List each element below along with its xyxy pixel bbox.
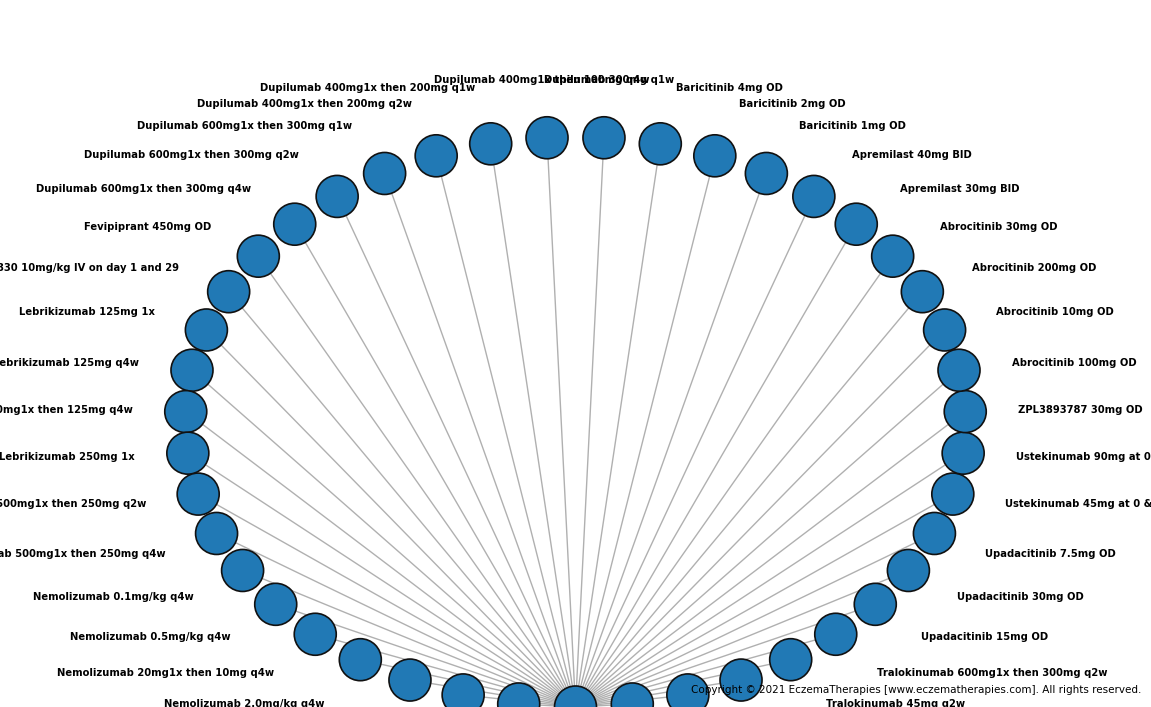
Text: Upadacitinib 30mg OD: Upadacitinib 30mg OD [956, 592, 1083, 602]
Text: Ustekinumab 45mg at 0 & 4wk: Ustekinumab 45mg at 0 & 4wk [1005, 499, 1151, 509]
Text: Baricitinib 1mg OD: Baricitinib 1mg OD [799, 122, 906, 132]
Circle shape [555, 686, 596, 707]
Text: Baricitinib 2mg OD: Baricitinib 2mg OD [739, 99, 846, 109]
Circle shape [165, 390, 207, 433]
Circle shape [317, 175, 358, 218]
Circle shape [746, 153, 787, 194]
Text: Dupilumab 600mg1x then 300mg q4w: Dupilumab 600mg1x then 300mg q4w [37, 184, 251, 194]
Circle shape [770, 638, 811, 681]
Circle shape [721, 659, 762, 701]
Text: Nemolizumab 2.0mg/kg q4w: Nemolizumab 2.0mg/kg q4w [165, 699, 325, 707]
Text: Abrocitinib 100mg OD: Abrocitinib 100mg OD [1012, 358, 1136, 368]
Circle shape [254, 583, 297, 625]
Text: Nemolizumab 20mg1x then 10mg q4w: Nemolizumab 20mg1x then 10mg q4w [58, 667, 274, 678]
Circle shape [237, 235, 280, 277]
Text: Lebrikizumab 125mg 1x: Lebrikizumab 125mg 1x [18, 307, 155, 317]
Text: Dupilumab 600mg1x then 300mg q2w: Dupilumab 600mg1x then 300mg q2w [84, 150, 298, 160]
Circle shape [932, 473, 974, 515]
Text: Lebrikizumab 250mg 1x: Lebrikizumab 250mg 1x [0, 452, 135, 462]
Circle shape [793, 175, 834, 218]
Text: Dupilumab 400mg1x then 200mg q2w: Dupilumab 400mg1x then 200mg q2w [197, 99, 412, 109]
Circle shape [923, 309, 966, 351]
Circle shape [171, 349, 213, 391]
Circle shape [470, 123, 512, 165]
Circle shape [639, 123, 681, 165]
Circle shape [871, 235, 914, 277]
Text: Apremilast 40mg BID: Apremilast 40mg BID [853, 150, 973, 160]
Circle shape [295, 613, 336, 655]
Text: Upadacitinib 15mg OD: Upadacitinib 15mg OD [921, 632, 1047, 642]
Text: Lebrikizumab 250mg1x then 125mg q4w: Lebrikizumab 250mg1x then 125mg q4w [0, 405, 132, 415]
Circle shape [177, 473, 219, 515]
Circle shape [196, 513, 237, 554]
Text: Fevipiprant 450mg OD: Fevipiprant 450mg OD [84, 221, 212, 232]
Text: Upadacitinib 7.5mg OD: Upadacitinib 7.5mg OD [985, 549, 1115, 559]
Text: Dupilumab 400mg1x then 200mg q1w: Dupilumab 400mg1x then 200mg q1w [260, 83, 475, 93]
Circle shape [497, 683, 540, 707]
Circle shape [274, 203, 315, 245]
Circle shape [207, 271, 250, 312]
Text: Tralokinumab 600mg1x then 300mg q2w: Tralokinumab 600mg1x then 300mg q2w [877, 667, 1107, 678]
Circle shape [815, 613, 856, 655]
Circle shape [854, 583, 897, 625]
Circle shape [185, 309, 228, 351]
Text: GBR 830 10mg/kg IV on day 1 and 29: GBR 830 10mg/kg IV on day 1 and 29 [0, 263, 180, 273]
Text: Dupilumab 300mg q1w: Dupilumab 300mg q1w [544, 75, 674, 85]
Circle shape [914, 513, 955, 554]
Text: Ustekinumab 90mg at 0 & 4wk: Ustekinumab 90mg at 0 & 4wk [1016, 452, 1151, 462]
Circle shape [526, 117, 569, 159]
Circle shape [938, 349, 980, 391]
Text: Apremilast 30mg BID: Apremilast 30mg BID [900, 184, 1019, 194]
Circle shape [901, 271, 944, 312]
Circle shape [836, 203, 877, 245]
Text: Dupilumab 600mg1x then 300mg q1w: Dupilumab 600mg1x then 300mg q1w [137, 122, 352, 132]
Circle shape [944, 390, 986, 433]
Circle shape [416, 135, 457, 177]
Circle shape [442, 674, 485, 707]
Circle shape [364, 153, 405, 194]
Text: ZPL3893787 30mg OD: ZPL3893787 30mg OD [1019, 405, 1143, 415]
Circle shape [340, 638, 381, 681]
Circle shape [943, 432, 984, 474]
Circle shape [167, 432, 208, 474]
Text: Dupilumab 400mg1x then 100mg q4w: Dupilumab 400mg1x then 100mg q4w [434, 75, 649, 85]
Circle shape [694, 135, 735, 177]
Text: Copyright © 2021 EczemaTherapies [www.eczematherapies.com]. All rights reserved.: Copyright © 2021 EczemaTherapies [www.ec… [691, 685, 1141, 695]
Text: Baricitinib 4mg OD: Baricitinib 4mg OD [676, 83, 783, 93]
Text: Abrocitinib 10mg OD: Abrocitinib 10mg OD [996, 307, 1114, 317]
Text: Abrocitinib 30mg OD: Abrocitinib 30mg OD [939, 221, 1057, 232]
Text: Tralokinumab 45mg q2w: Tralokinumab 45mg q2w [826, 699, 966, 707]
Text: Abrocitinib 200mg OD: Abrocitinib 200mg OD [971, 263, 1097, 273]
Circle shape [611, 683, 654, 707]
Circle shape [389, 659, 430, 701]
Circle shape [887, 549, 929, 592]
Circle shape [222, 549, 264, 592]
Text: Nemolizumab 0.5mg/kg q4w: Nemolizumab 0.5mg/kg q4w [70, 632, 230, 642]
Text: Lebrikizumab 125mg q4w: Lebrikizumab 125mg q4w [0, 358, 139, 368]
Circle shape [666, 674, 709, 707]
Text: Lebrikizumab 500mg1x then 250mg q4w: Lebrikizumab 500mg1x then 250mg q4w [0, 549, 166, 559]
Text: Nemolizumab 0.1mg/kg q4w: Nemolizumab 0.1mg/kg q4w [33, 592, 195, 602]
Circle shape [582, 117, 625, 159]
Text: Lebrikizumab 500mg1x then 250mg q2w: Lebrikizumab 500mg1x then 250mg q2w [0, 499, 146, 509]
